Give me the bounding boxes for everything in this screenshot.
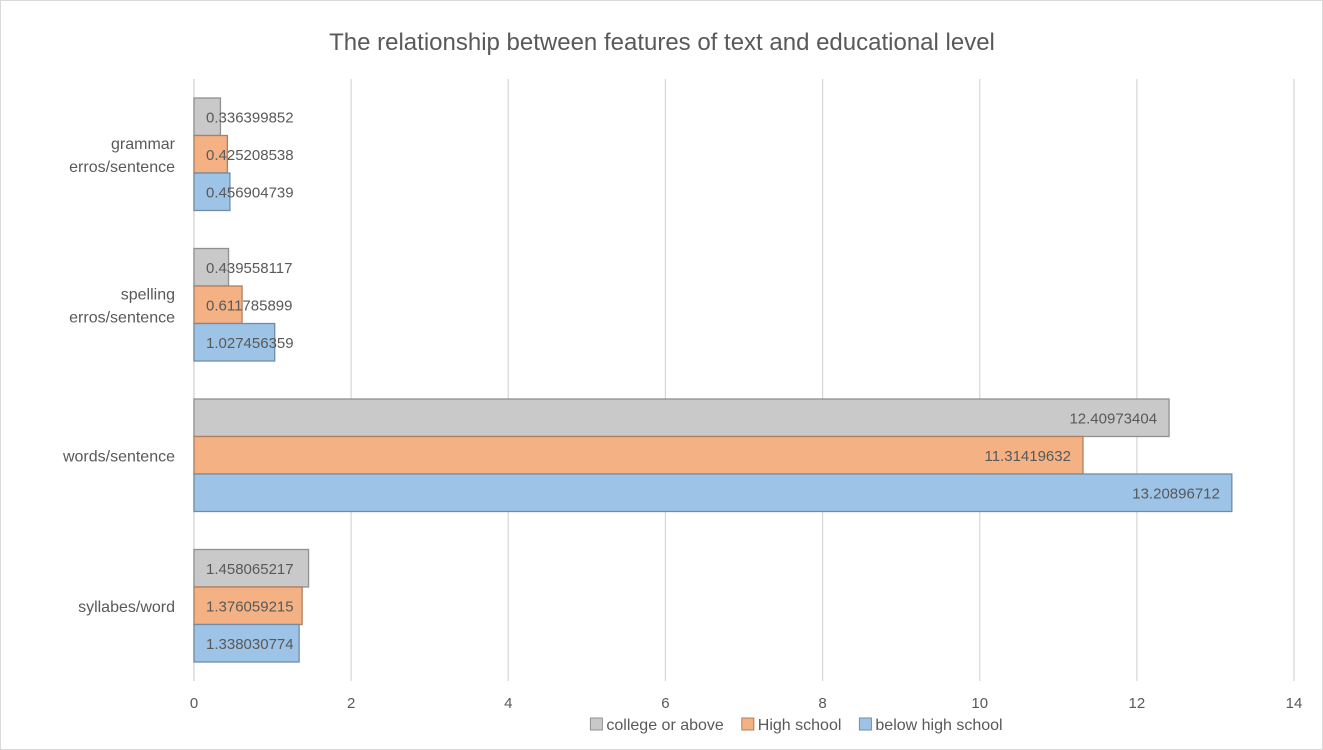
- category-label: syllabes/word: [78, 599, 175, 616]
- data-label: 11.31419632: [984, 448, 1070, 465]
- bar-below-high-school-spelling-erros-sentence[interactable]: [193, 322, 276, 362]
- bars: [193, 97, 1233, 663]
- x-tick-label: 0: [190, 695, 198, 712]
- legend-swatch-below-high-school: [858, 717, 872, 731]
- x-tick-label: 4: [504, 695, 512, 712]
- value-axis: 0 2 4 6 8 10 12 14: [190, 695, 1303, 712]
- chart-title: The relationship between features of tex…: [329, 29, 995, 56]
- data-label: 0.456904739: [206, 184, 294, 201]
- data-label: 1.376059215: [206, 598, 294, 615]
- bar-below-high-school-words-sentence[interactable]: [193, 473, 1233, 513]
- bar-high-school-words-sentence[interactable]: [193, 435, 1084, 475]
- data-label: 0.425208538: [206, 147, 294, 164]
- bar-college-or-above-words-sentence[interactable]: [193, 398, 1170, 438]
- data-label: 13.20896712: [1132, 485, 1220, 502]
- x-tick-label: 2: [347, 695, 355, 712]
- legend-swatch-college-or-above: [589, 717, 603, 731]
- bar-below-high-school-grammar-erros-sentence[interactable]: [193, 172, 231, 212]
- x-tick-label: 6: [661, 695, 669, 712]
- legend[interactable]: college or above High school below high sc…: [589, 717, 1003, 734]
- legend-item-high-school[interactable]: High school: [758, 717, 842, 734]
- category-label: words/sentence: [62, 448, 175, 465]
- data-label: 12.40973404: [1069, 410, 1157, 427]
- x-tick-label: 12: [1129, 695, 1146, 712]
- x-tick-label: 8: [818, 695, 826, 712]
- data-label: 0.439558117: [206, 260, 292, 277]
- bar-college-or-above-grammar-erros-sentence[interactable]: [193, 97, 222, 137]
- data-label: 0.336399852: [206, 109, 294, 126]
- data-label: 1.458065217: [206, 561, 294, 578]
- bar-high-school-syllabes-word[interactable]: [193, 586, 303, 626]
- legend-item-below-high-school[interactable]: below high school: [875, 717, 1002, 734]
- data-labels: 0.336399852 0.425208538 0.456904739 0.43955…: [206, 109, 1220, 653]
- legend-swatch-high-school: [741, 717, 755, 731]
- data-label: 0.611785899: [206, 297, 292, 314]
- bar-college-or-above-syllabes-word[interactable]: [193, 548, 310, 588]
- data-label: 1.338030774: [206, 636, 294, 653]
- x-tick-label: 14: [1286, 695, 1303, 712]
- category-label: grammar erros/sentence: [69, 136, 176, 176]
- legend-item-college-or-above[interactable]: college or above: [606, 717, 724, 734]
- category-label: spelling erros/sentence: [69, 286, 175, 326]
- data-label: 1.027456359: [206, 335, 294, 352]
- gridlines: [193, 79, 1295, 681]
- category-axis: grammar erros/sentence spelling erros/sente…: [62, 136, 176, 616]
- bar-below-high-school-syllabes-word[interactable]: [193, 623, 300, 663]
- x-tick-label: 10: [971, 695, 988, 712]
